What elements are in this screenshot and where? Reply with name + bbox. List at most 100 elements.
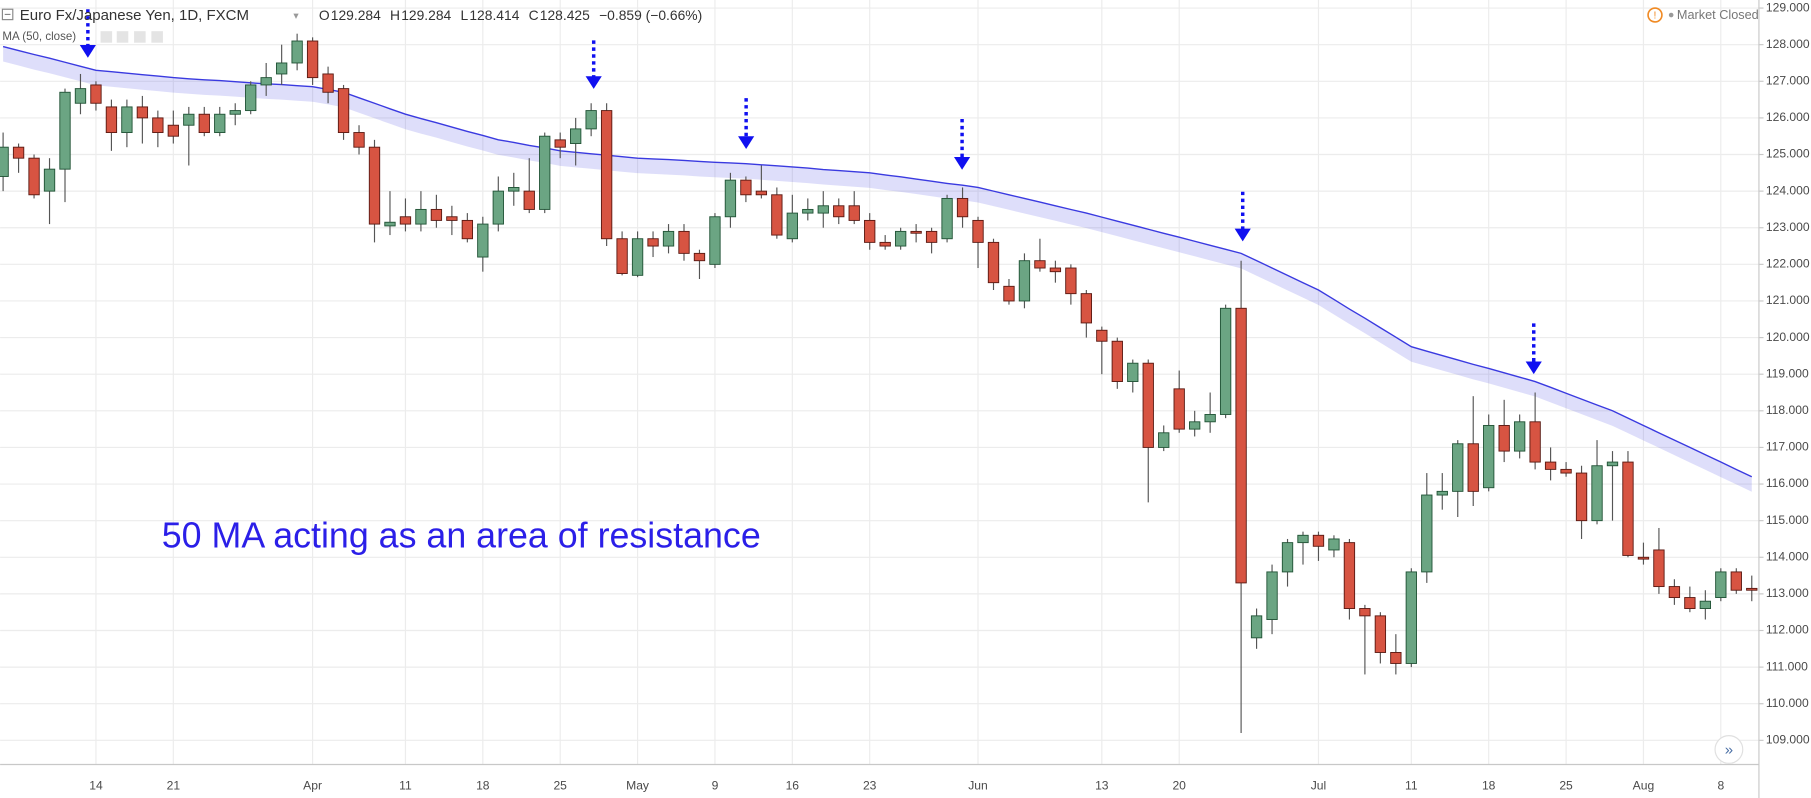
- candle-body: [910, 230, 922, 234]
- candle-body: [1513, 421, 1526, 452]
- ma-icon[interactable]: [100, 31, 113, 43]
- candle-body: [693, 252, 706, 262]
- candle-body: [1498, 424, 1510, 452]
- candle-body: [755, 190, 768, 196]
- quote-change: −0.859 (−0.66%): [599, 7, 702, 23]
- candle-body: [1390, 652, 1402, 664]
- x-tick-label: May: [626, 779, 650, 793]
- candle-body: [864, 219, 876, 243]
- candle-body: [1173, 388, 1185, 430]
- candle-body: [322, 73, 334, 93]
- candle-body: [786, 212, 798, 240]
- candle-body: [894, 230, 907, 247]
- y-tick-label: 118.000: [1766, 403, 1809, 417]
- ma-line: [2, 45, 1753, 478]
- candle-body: [1219, 307, 1232, 415]
- candle-body: [183, 113, 195, 126]
- candle-body: [1467, 443, 1479, 492]
- y-tick-label: 115.000: [1766, 513, 1809, 527]
- symbol-menu[interactable]: ▾: [293, 11, 298, 22]
- candle-body: [1158, 432, 1170, 448]
- candle-body: [1204, 414, 1216, 423]
- candle-body: [1065, 267, 1077, 295]
- x-tick-label: 13: [1095, 779, 1109, 793]
- y-tick-label: 111.000: [1766, 659, 1808, 673]
- status-icon-mark: !: [1654, 10, 1657, 21]
- quote: O 129.284 H 129.284 L 128.414 C 128.425 −0.859 (…: [319, 7, 702, 23]
- candle-body: [600, 110, 613, 240]
- y-tick-label: 123.000: [1766, 220, 1810, 234]
- candle-body: [353, 132, 365, 148]
- candle-body: [631, 238, 644, 276]
- candle-body: [554, 139, 566, 148]
- candle-body: [1421, 494, 1433, 573]
- x-tick-label: 18: [476, 779, 490, 793]
- candle-body: [1096, 329, 1108, 342]
- y-tick-label: 121.000: [1766, 293, 1810, 307]
- candle-body: [136, 106, 149, 119]
- x-tick-label: 21: [167, 779, 181, 793]
- candle-body: [1699, 600, 1712, 609]
- ma-legend: MA (50, close): [2, 31, 76, 43]
- candle-body: [492, 190, 504, 225]
- candle-body: [399, 216, 412, 225]
- scroll-button-circle[interactable]: [1714, 735, 1744, 764]
- scroll-button[interactable]: »: [1714, 735, 1744, 764]
- candle-body: [523, 190, 535, 210]
- x-tick-label: 9: [712, 779, 719, 793]
- candle-body: [879, 241, 891, 247]
- quote-value: 129.284: [331, 7, 381, 23]
- candle-body: [90, 84, 102, 104]
- x-tick-label: 11: [399, 779, 412, 793]
- candle-body: [1452, 443, 1464, 492]
- candle-body: [987, 241, 1000, 284]
- y-tick-label: 113.000: [1766, 586, 1809, 600]
- candle-body: [446, 216, 458, 221]
- candle-body: [1560, 468, 1572, 474]
- candle-body: [1591, 465, 1603, 522]
- candle-body: [647, 238, 659, 247]
- y-tick-label: 129.000: [1766, 0, 1810, 14]
- candle-body: [1080, 293, 1093, 324]
- candle-body: [972, 219, 984, 243]
- candle-body: [925, 230, 938, 243]
- candle-body: [1544, 461, 1557, 470]
- arrow-head: [954, 157, 971, 170]
- candle-body: [802, 208, 814, 214]
- y-tick-label: 119.000: [1766, 366, 1809, 380]
- candle-body: [1715, 571, 1727, 599]
- candle-body: [1374, 615, 1387, 653]
- symbol-title: Euro Fx/Japanese Yen, 1D, FXCM: [20, 7, 249, 24]
- candle-body: [1189, 421, 1201, 430]
- candle-body: [570, 128, 582, 144]
- candle-body: [368, 146, 381, 225]
- candle-body: [1297, 534, 1309, 544]
- y-tick-label: 122.000: [1766, 257, 1810, 271]
- candle-body: [0, 146, 9, 177]
- candle-body: [43, 168, 56, 192]
- candle-body: [1111, 340, 1123, 382]
- candle-body: [1034, 260, 1046, 269]
- ma-icon[interactable]: [134, 31, 146, 43]
- y-tick-label: 112.000: [1766, 623, 1809, 637]
- ma-icon[interactable]: [151, 31, 163, 43]
- candle-body: [229, 110, 241, 115]
- collapse-icon[interactable]: [1, 8, 14, 21]
- y-tick-label: 127.000: [1766, 73, 1810, 87]
- quote-label: H: [390, 7, 400, 23]
- candle-body: [1049, 267, 1062, 273]
- candle-body: [1127, 362, 1139, 382]
- y-tick-label: 120.000: [1766, 330, 1810, 344]
- x-tick-label: 11: [1405, 779, 1418, 793]
- ma-icon[interactable]: [116, 31, 129, 43]
- candle-body: [12, 146, 25, 159]
- x-tick-label: 8: [1717, 779, 1724, 793]
- candle-body: [74, 88, 87, 104]
- candle-body: [1142, 362, 1154, 448]
- x-tick-label: 23: [863, 779, 877, 793]
- plot: [0, 9, 1758, 734]
- candle-body: [848, 205, 860, 221]
- x-tick-label: Aug: [1633, 779, 1655, 793]
- quote-value: 128.425: [540, 7, 590, 23]
- candle-body: [1653, 549, 1665, 588]
